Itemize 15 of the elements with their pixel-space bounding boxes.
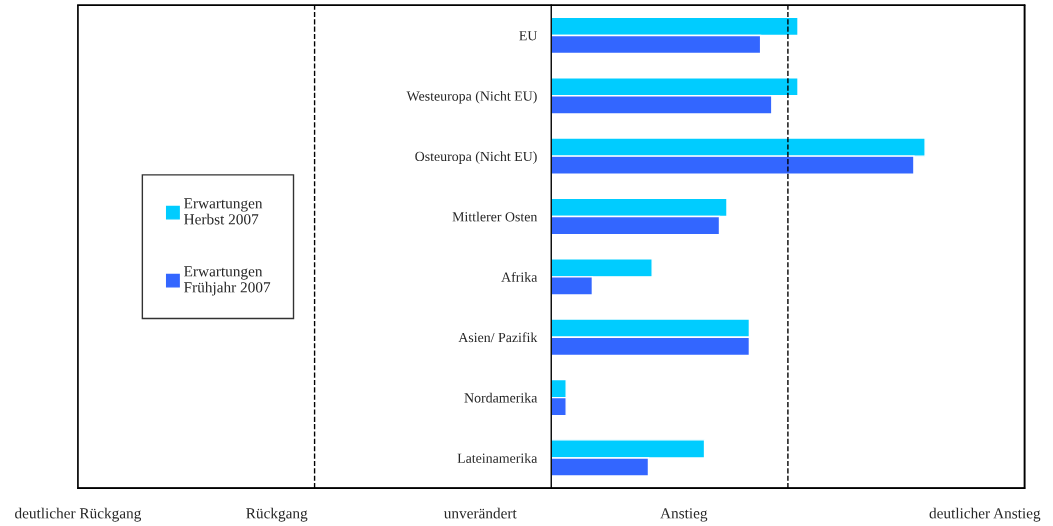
text: deutlicher Rückgang xyxy=(15,507,142,522)
text: unverändert xyxy=(443,507,517,519)
y-tick-label: Afrika xyxy=(501,271,538,282)
text: Rückgang xyxy=(246,507,308,522)
y-tick-label: Westeuropa (Nicht EU) xyxy=(406,90,537,104)
legend-label: Erwartungen Herbst 2007 xyxy=(184,198,263,225)
text: Anstieg xyxy=(660,508,708,522)
y-tick-label: Mittlerer Osten xyxy=(452,211,538,222)
y-tick-label: Osteuropa (Nicht EU) xyxy=(415,151,537,164)
y-tick-label: Lateinamerika xyxy=(457,453,538,463)
text: deutlicher Anstieg xyxy=(929,507,1041,522)
y-tick-label: Asien/ Pazifik xyxy=(458,332,538,343)
y-tick-label: EU xyxy=(519,31,538,41)
y-tick-label: Nordamerika xyxy=(464,392,538,403)
legend-label: Erwartungen Frühjahr 2007 xyxy=(184,266,271,296)
